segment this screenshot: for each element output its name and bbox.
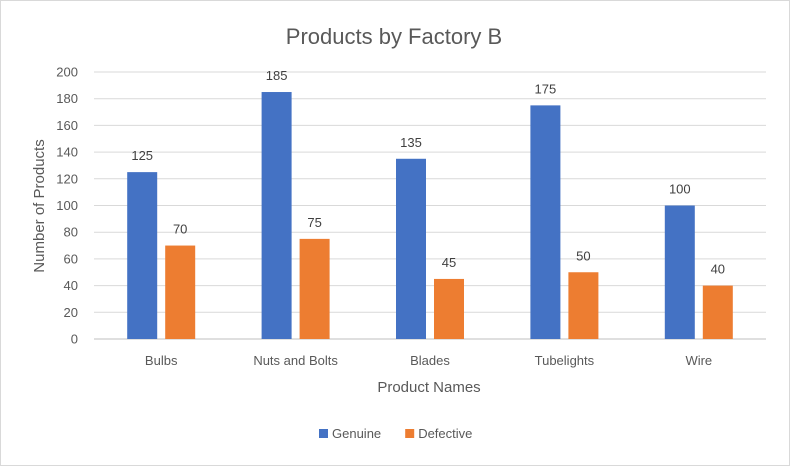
data-label: 185 bbox=[266, 68, 288, 83]
data-label: 135 bbox=[400, 135, 422, 150]
bar-genuine bbox=[261, 92, 292, 340]
x-tick-label: Bulbs bbox=[145, 353, 178, 368]
x-axis-title: Product Names bbox=[377, 379, 480, 396]
x-tick-label: Nuts and Bolts bbox=[253, 353, 338, 368]
legend-swatch-genuine bbox=[319, 429, 328, 438]
bars bbox=[127, 92, 733, 340]
y-tick-label: 120 bbox=[56, 171, 78, 186]
bar-genuine bbox=[127, 172, 158, 339]
y-axis-ticks: 0 20 40 60 80 100 120 140 160 180 200 bbox=[56, 65, 78, 347]
y-axis-title: Number of Products bbox=[31, 139, 48, 272]
bar-defective bbox=[434, 278, 464, 339]
y-tick-label: 180 bbox=[56, 91, 78, 106]
data-labels: 125 70 185 75 135 45 175 50 100 40 bbox=[131, 68, 725, 277]
x-tick-label: Wire bbox=[685, 353, 712, 368]
data-label: 125 bbox=[131, 148, 153, 163]
bar-genuine bbox=[530, 105, 561, 339]
bar-defective bbox=[568, 272, 599, 339]
data-label: 50 bbox=[576, 248, 590, 263]
data-label: 70 bbox=[173, 222, 187, 237]
bar-defective bbox=[702, 285, 733, 339]
y-tick-label: 140 bbox=[56, 145, 78, 160]
data-label: 45 bbox=[442, 255, 456, 270]
y-tick-label: 60 bbox=[64, 251, 78, 266]
y-tick-label: 20 bbox=[64, 305, 78, 320]
bar-genuine bbox=[664, 205, 695, 339]
y-tick-label: 80 bbox=[64, 225, 78, 240]
y-tick-label: 0 bbox=[71, 332, 78, 347]
legend-swatch-defective bbox=[405, 429, 415, 438]
bar-defective bbox=[165, 245, 196, 339]
bar-genuine bbox=[396, 158, 426, 339]
y-tick-label: 40 bbox=[64, 278, 78, 293]
legend: Genuine Defective bbox=[319, 426, 472, 441]
x-tick-label: Tubelights bbox=[535, 353, 595, 368]
y-tick-label: 160 bbox=[56, 118, 78, 133]
data-label: 100 bbox=[669, 182, 691, 197]
x-axis-ticks: Bulbs Nuts and Bolts Blades Tubelights Wire bbox=[145, 353, 712, 368]
legend-label-defective: Defective bbox=[418, 426, 472, 441]
legend-label-genuine: Genuine bbox=[332, 426, 381, 441]
data-label: 75 bbox=[307, 215, 321, 230]
x-tick-label: Blades bbox=[410, 353, 450, 368]
data-label: 40 bbox=[711, 262, 725, 277]
bar-defective bbox=[299, 238, 330, 339]
y-tick-label: 100 bbox=[56, 198, 78, 213]
data-label: 175 bbox=[535, 81, 557, 96]
y-tick-label: 200 bbox=[56, 65, 78, 80]
gridlines bbox=[94, 71, 766, 340]
chart-title: Products by Factory B bbox=[286, 24, 502, 49]
